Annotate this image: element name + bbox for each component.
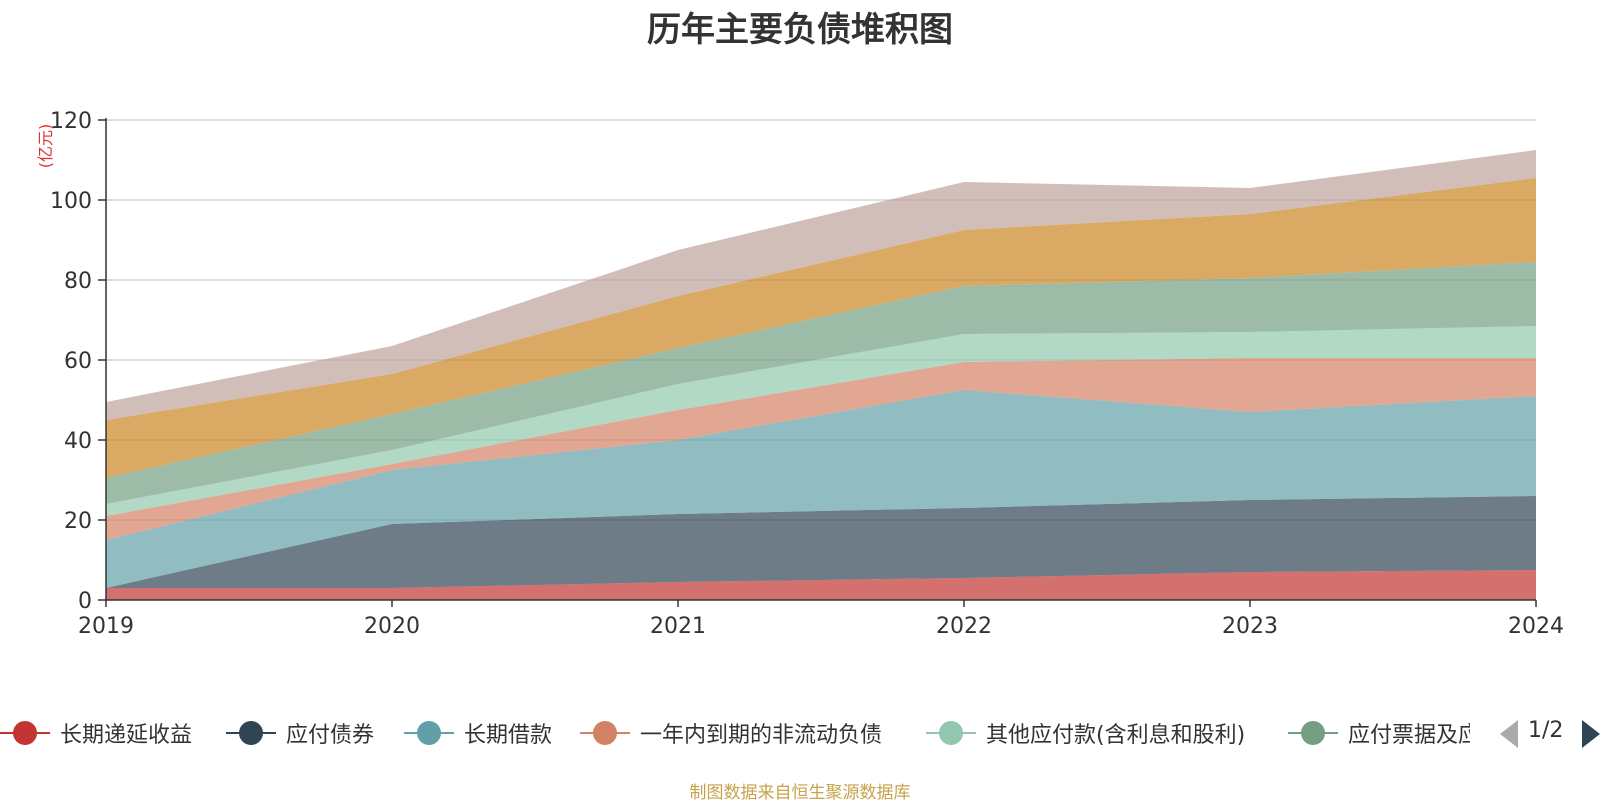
area-series-7 [106,150,1536,420]
legend-label: 一年内到期的非流动负债 [640,723,883,748]
y-tick-label: 60 [64,349,92,374]
legend-page-indicator: 1/2 [1528,718,1564,743]
y-tick-label: 20 [64,509,92,534]
y-tick-label: 80 [64,269,92,294]
legend-prev-page-icon[interactable] [1500,720,1518,748]
legend-swatch-icon [404,720,454,746]
legend-swatch-icon [226,720,276,746]
x-tick-label: 2023 [1222,614,1278,639]
area-series-0 [106,570,1536,600]
area-series-1 [106,496,1536,588]
legend-item[interactable]: 一年内到期的非流动负债 [580,708,882,758]
legend-item[interactable]: 长期递延收益 [0,708,192,758]
legend-swatch-icon [580,720,630,746]
area-series-layer [106,150,1536,600]
legend-label: 应付债券 [286,723,375,748]
legend-label: 其他应付款(含利息和股利) [986,723,1246,748]
x-tick-label: 2019 [78,614,134,639]
data-source-note: 制图数据来自恒生聚源数据库 [689,783,911,803]
legend-pager: 1/2 [1500,718,1600,750]
legend-item[interactable]: 应付债券 [226,708,374,758]
legend-label: 长期借款 [464,723,553,748]
y-tick-label: 120 [50,109,92,134]
legend-item[interactable]: 应付票据及应付账款 [1288,708,1470,758]
y-tick-label: 40 [64,429,92,454]
chart-title: 历年主要负债堆积图 [647,10,953,50]
area-series-5 [106,262,1536,504]
x-tick-label: 2024 [1508,614,1564,639]
area-series-6 [106,178,1536,478]
legend-next-page-icon[interactable] [1582,720,1600,748]
x-tick-label: 2020 [364,614,420,639]
area-series-4 [106,326,1536,516]
legend-item[interactable]: 其他应付款(含利息和股利) [926,708,1245,758]
area-series-3 [106,358,1536,540]
legend-swatch-icon [926,720,976,746]
legend-swatch-icon [1288,720,1338,746]
legend-label: 应付票据及应付账款 [1348,723,1470,748]
y-tick-label: 100 [50,189,92,214]
axes: 0 20 40 60 80 100 120 2019 2020 2021 2022 2023 2024 (… [36,109,1564,639]
x-tick-label: 2021 [650,614,706,639]
legend-item[interactable]: 长期借款 [404,708,552,758]
legend-label: 长期递延收益 [60,723,193,748]
area-series-2 [106,390,1536,588]
y-tick-label: 0 [78,589,92,614]
y-axis-unit-label: (亿元) [36,124,55,169]
x-tick-label: 2022 [936,614,992,639]
chart-legend: 长期递延收益 应付债券 长期借款 一年内到期的非流动负债 其他应付款(含利息和股利) 应付… [0,708,1470,758]
legend-swatch-icon [0,720,50,746]
